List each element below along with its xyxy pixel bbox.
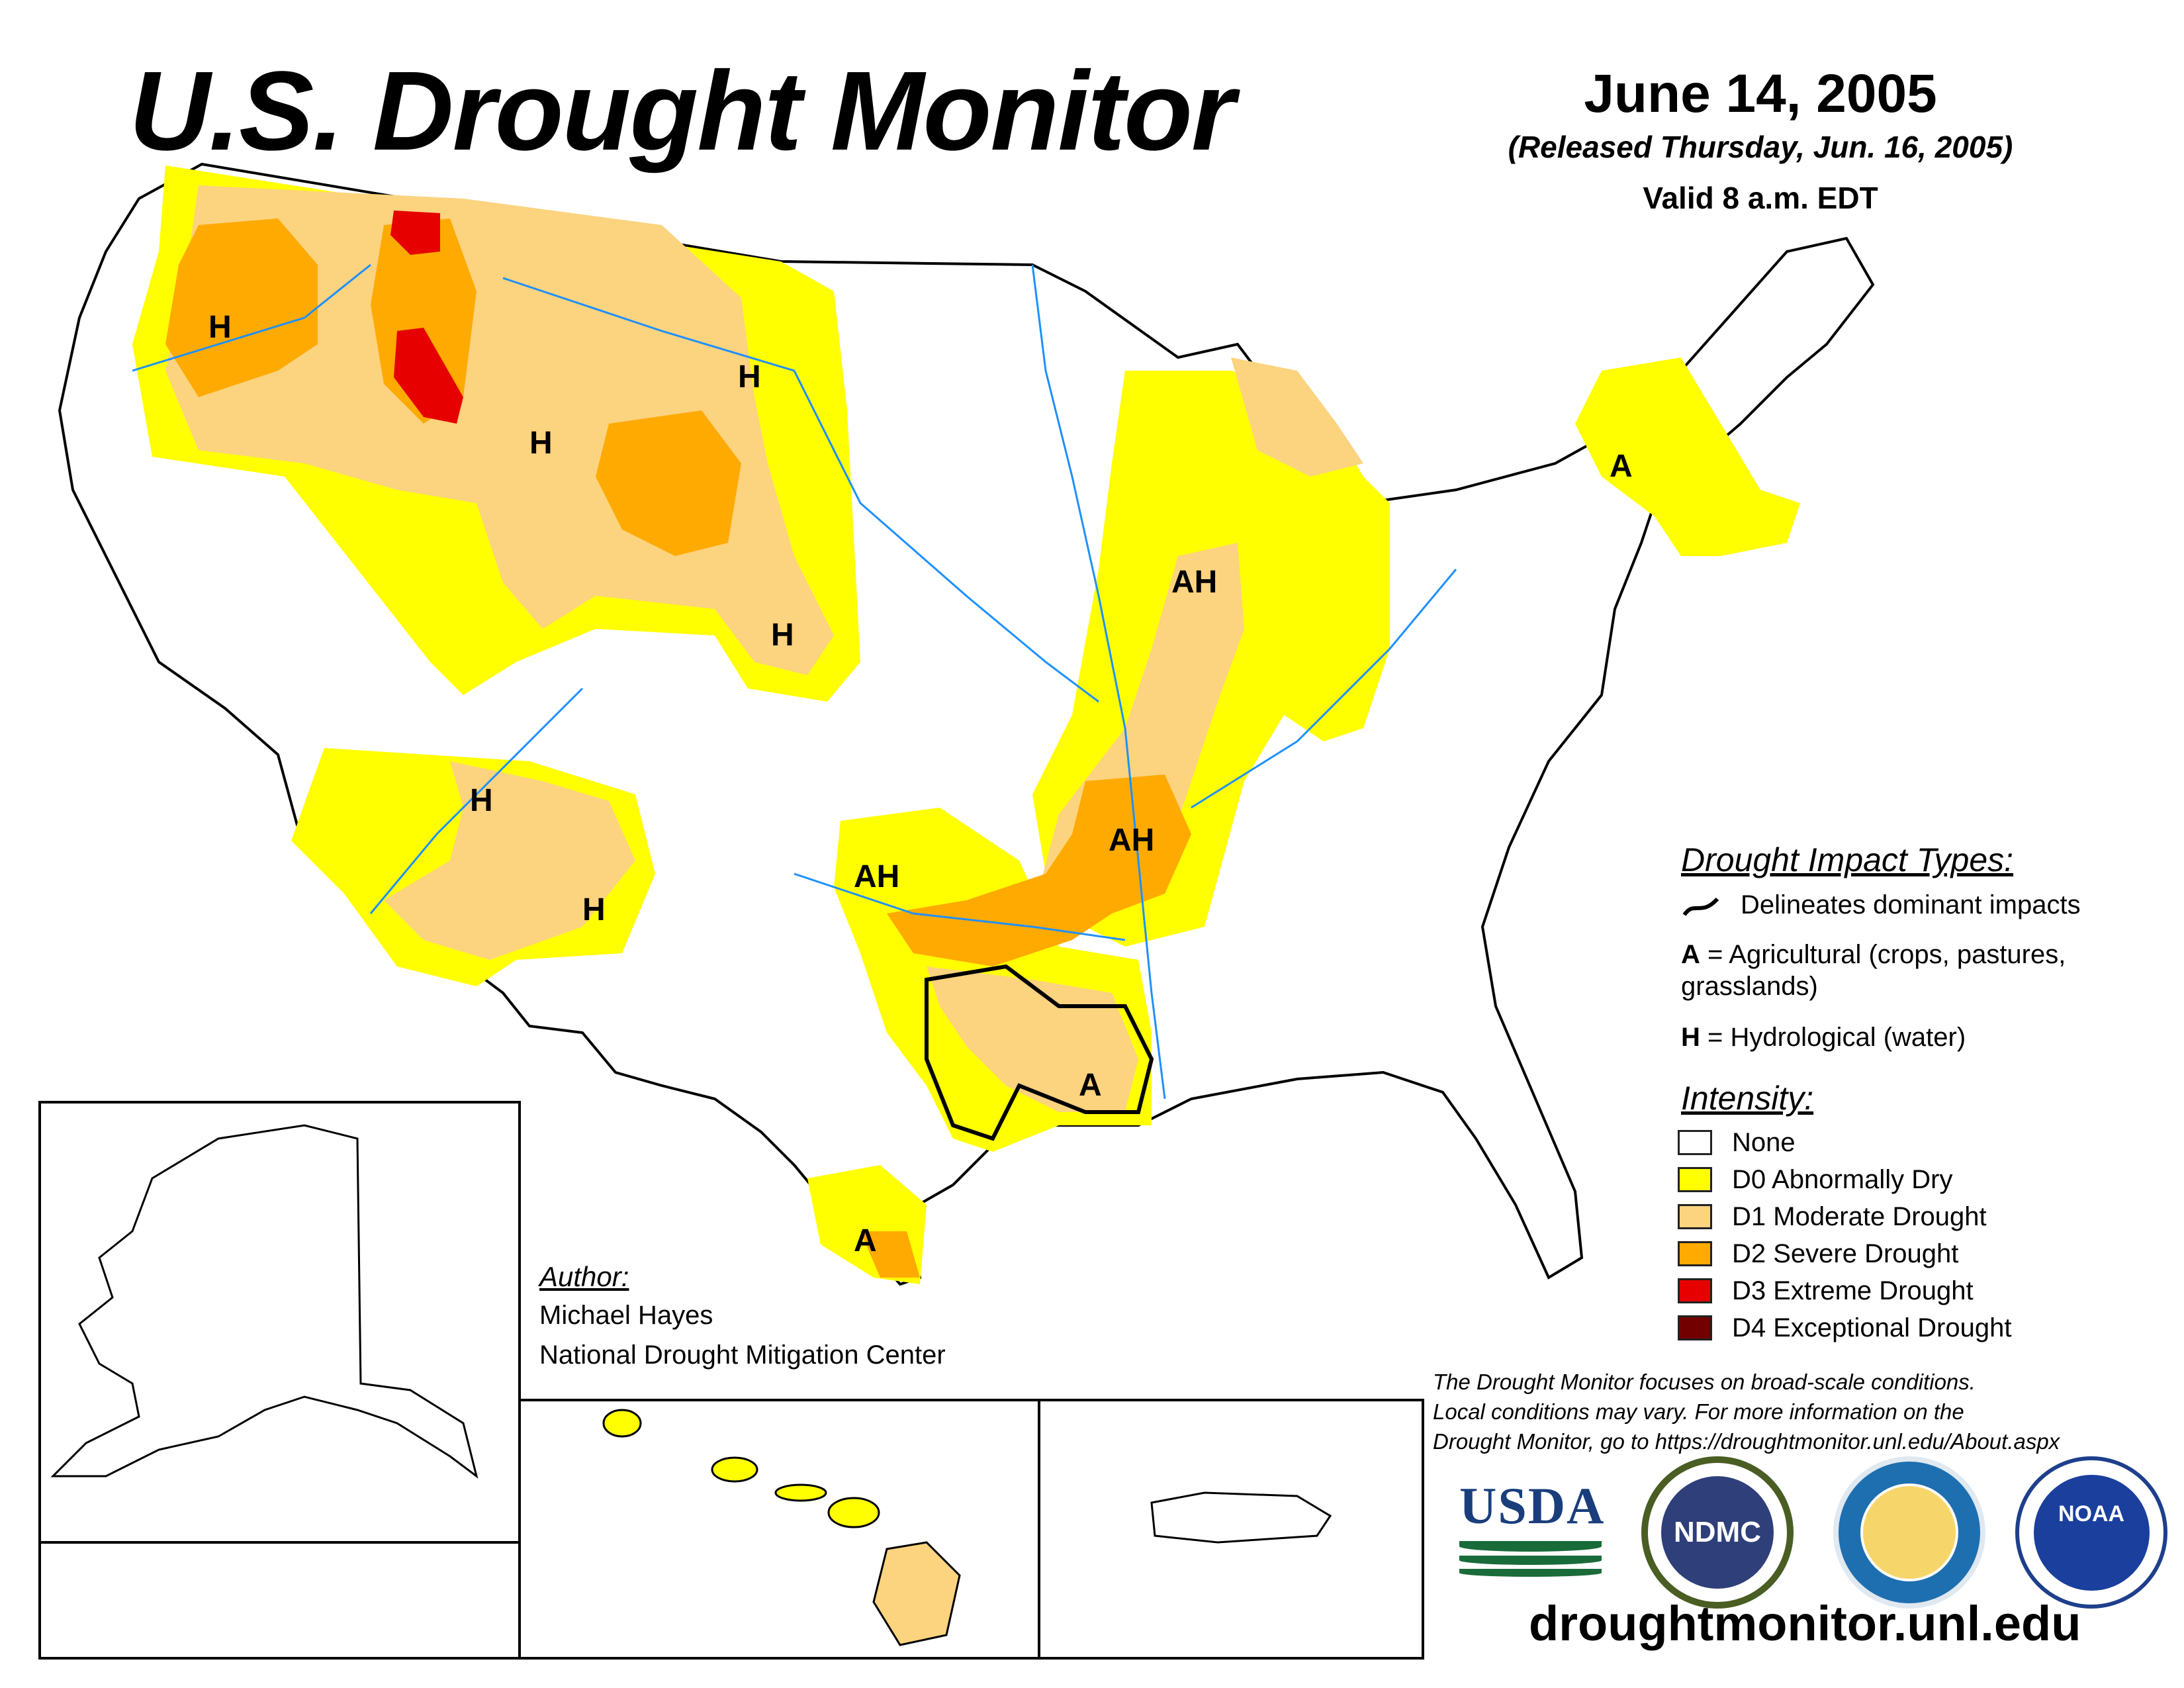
intensity-legend-title: Intensity: (1681, 1080, 1814, 1117)
label-a-south-texas: A (854, 1223, 877, 1258)
kauai-island (602, 1409, 642, 1438)
commerce-logo (1833, 1456, 1985, 1609)
label-h-nebraska: H (771, 618, 794, 653)
ndmc-logo: NDMC (1641, 1456, 1794, 1609)
agricultural-text: = Agricultural (crops, pastures, (1700, 940, 2066, 969)
alaska-land (50, 1124, 478, 1479)
columbia-river (132, 263, 371, 372)
agricultural-text-line2: grasslands) (1681, 972, 1818, 1001)
d1-southwest (384, 761, 635, 960)
intensity-row-none: None (1678, 1125, 1796, 1160)
swatch-d3 (1678, 1278, 1712, 1303)
swatch-d0 (1678, 1167, 1712, 1192)
intensity-label-d0: D0 Abnormally Dry (1732, 1164, 1953, 1194)
ohio-river (1191, 569, 1457, 809)
swatch-d4 (1678, 1315, 1712, 1340)
d3-idaho (394, 328, 463, 424)
label-h-utah: H (470, 783, 493, 818)
mississippi-river (1031, 264, 1166, 1100)
d2-wyoming (596, 410, 741, 556)
label-ah-arkansas: AH (1109, 823, 1154, 858)
hydrological-text: = Hydrological (water) (1700, 1023, 1966, 1052)
d3-montana-north (390, 211, 440, 255)
usda-logo: USDA (1459, 1476, 1606, 1589)
agricultural-legend: A = Agricultural (crops, pastures, (1681, 940, 2066, 970)
impact-labels: H H H H H H AH AH AH A A A (208, 310, 1633, 1258)
red-river (794, 872, 1126, 941)
release-date: (Released Thursday, Jun. 16, 2005) (1508, 130, 2013, 164)
swatch-d2 (1678, 1241, 1712, 1266)
noaa-logo-text: NOAA (2058, 1501, 2125, 1526)
valid-time: Valid 8 a.m. EDT (1643, 181, 1878, 215)
usda-logo-text: USDA (1459, 1477, 1606, 1534)
label-h-wyoming: H (529, 426, 553, 461)
intensity-row-d1: D1 Moderate Drought (1678, 1199, 1987, 1234)
impact-legend-title: Drought Impact Types: (1681, 841, 2014, 878)
label-h-north-dakota: H (738, 359, 761, 395)
hawaii-islands (602, 1409, 961, 1646)
hydrological-legend: H = Hydrological (water) (1681, 1023, 1966, 1053)
d3-regions (390, 211, 463, 424)
d1-texas (927, 966, 1138, 1112)
impact-delineation-line (925, 964, 1154, 1141)
d2-oregon (165, 218, 318, 397)
intensity-row-d4: D4 Exceptional Drought (1678, 1311, 2011, 1345)
maui-island (827, 1497, 880, 1528)
hawaii-inset-frame (518, 1399, 1040, 1660)
intensity-row-d0: D0 Abnormally Dry (1678, 1162, 1952, 1197)
label-h-oregon: H (208, 310, 232, 345)
noaa-logo: NOAA (2015, 1456, 2167, 1609)
d1-northwest (165, 185, 834, 675)
disclaimer-line-1: The Drought Monitor focuses on broad-sca… (1433, 1370, 1976, 1394)
ndmc-logo-text: NDMC (1674, 1516, 1761, 1548)
delineation-line-icon (1682, 897, 1719, 916)
label-h-new-mexico: H (582, 892, 606, 927)
map-title: U.S. Drought Monitor (129, 48, 1235, 174)
d2-south-texas (860, 1231, 920, 1278)
swatch-none (1678, 1130, 1712, 1155)
intensity-label-d3: D3 Extreme Drought (1732, 1276, 1974, 1305)
label-ah-oklahoma: AH (854, 859, 899, 894)
disclaimer-line-2: Local conditions may vary. For more info… (1433, 1399, 1964, 1424)
rivers (132, 263, 1457, 1100)
missouri-river (502, 277, 1099, 703)
label-a-new-york: A (1610, 449, 1633, 484)
hydrological-key: H (1681, 1023, 1700, 1052)
label-ah-illinois: AH (1171, 565, 1217, 600)
big-island (872, 1541, 961, 1646)
d0-northeast (1575, 357, 1800, 556)
disclaimer-line-3: Drought Monitor, go to https://droughtmo… (1433, 1429, 2060, 1454)
website-url[interactable]: droughtmonitor.unl.edu (1529, 1596, 2081, 1651)
intensity-label-d1: D1 Moderate Drought (1732, 1201, 1987, 1231)
agricultural-key: A (1681, 940, 1700, 969)
author-heading: Author: (539, 1261, 629, 1292)
author-org: National Drought Mitigation Center (539, 1340, 946, 1370)
intensity-label-d2: D2 Severe Drought (1732, 1239, 1959, 1268)
label-a-louisiana: A (1079, 1068, 1102, 1103)
puerto-rico-land (1150, 1491, 1332, 1544)
intensity-label-d4: D4 Exceptional Drought (1732, 1313, 2012, 1342)
intensity-row-d3: D3 Extreme Drought (1678, 1274, 1974, 1308)
author-name: Michael Hayes (539, 1301, 713, 1330)
molokai-island (774, 1483, 827, 1502)
map-date: June 14, 2005 (1584, 64, 1937, 124)
intensity-label-none: None (1732, 1127, 1796, 1157)
colorado-river (369, 687, 584, 914)
d1-michigan (1231, 357, 1363, 477)
oahu-island (711, 1456, 758, 1483)
intensity-row-d2: D2 Severe Drought (1678, 1237, 1958, 1271)
disclaimer: The Drought Monitor focuses on broad-sca… (1433, 1367, 2095, 1456)
swatch-d1 (1678, 1204, 1712, 1229)
delineates-text: Delineates dominant impacts (1741, 890, 2081, 919)
